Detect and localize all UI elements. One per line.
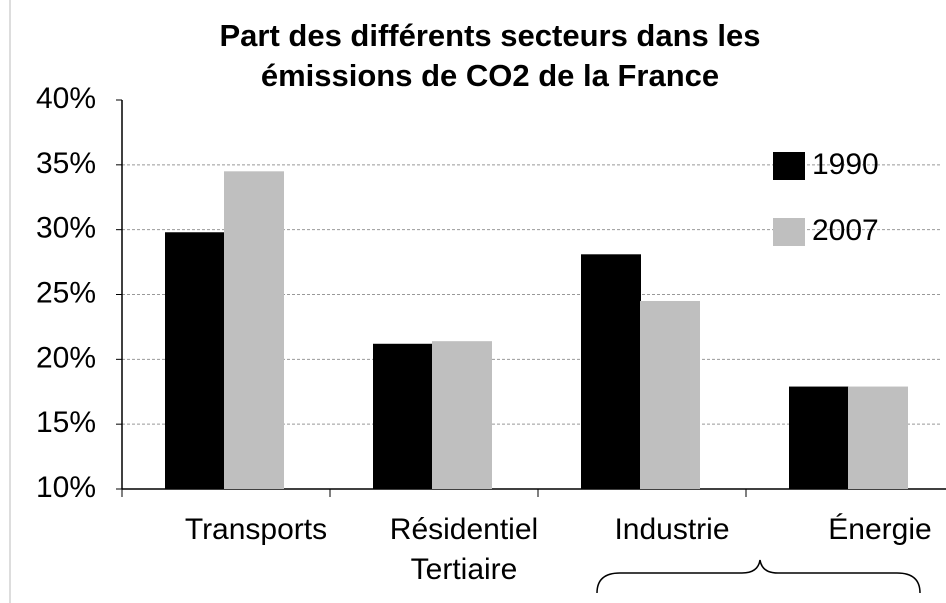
legend-label: 1990 (812, 148, 879, 181)
bar (432, 341, 492, 489)
x-tick-label: Résidentiel Tertiaire (389, 513, 539, 586)
legend-label: 2007 (812, 214, 879, 247)
y-tick-label: 20% (36, 341, 96, 374)
x-tick-label: Industrie (614, 513, 730, 546)
legend-swatch (773, 152, 805, 180)
y-tick-label: 10% (36, 471, 96, 504)
legend-swatch (773, 218, 805, 246)
y-tick-label: 15% (36, 406, 96, 439)
x-tick-label: Transports (184, 513, 328, 546)
brace (596, 559, 921, 594)
bar (165, 232, 225, 489)
bar (640, 300, 700, 489)
y-tick-label: 25% (36, 276, 96, 309)
bar (789, 386, 849, 489)
bar (848, 386, 908, 489)
bar (581, 254, 641, 489)
chart-title: Part des différents secteurs dans les ém… (219, 18, 761, 93)
y-tick-label: 30% (36, 212, 96, 245)
bar (373, 343, 433, 489)
x-tick-label: Énergie (828, 513, 932, 546)
y-tick-label: 35% (36, 147, 96, 180)
y-tick-label: 40% (36, 82, 96, 115)
bar (224, 171, 284, 490)
